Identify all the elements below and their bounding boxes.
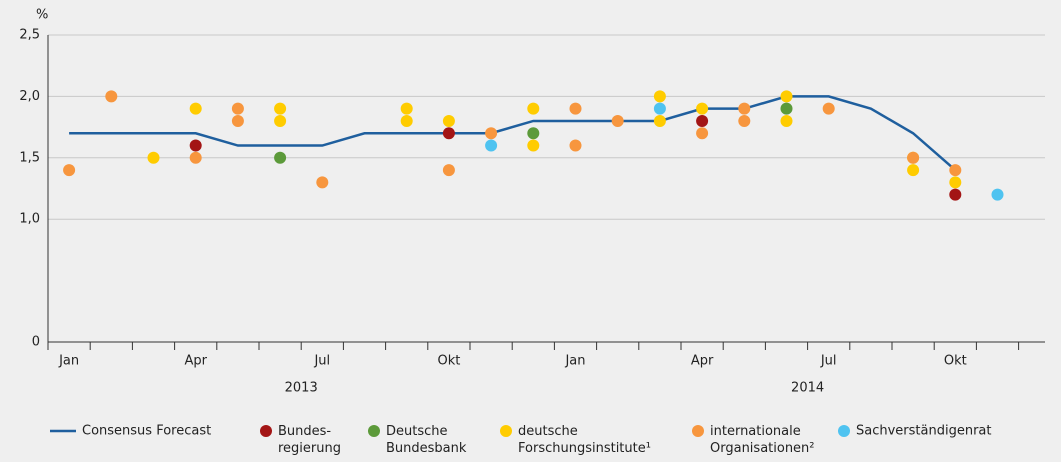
forecast-dot bbox=[653, 114, 666, 127]
forecast-dot bbox=[274, 151, 287, 164]
forecast-dot bbox=[696, 102, 709, 115]
forecast-dot bbox=[569, 139, 582, 152]
forecast-dot bbox=[231, 102, 244, 115]
forecast-dot bbox=[316, 176, 329, 189]
x-tick-label: Jan bbox=[564, 354, 585, 369]
forecast-dot bbox=[527, 139, 540, 152]
forecast-dot bbox=[485, 127, 498, 140]
forecast-dot bbox=[231, 114, 244, 127]
y-tick-label: 0 bbox=[32, 335, 40, 350]
legend-dot bbox=[368, 425, 380, 437]
forecast-dot bbox=[442, 114, 455, 127]
y-tick-label: 2,0 bbox=[19, 89, 40, 104]
forecast-dot bbox=[822, 102, 835, 115]
forecast-dot bbox=[400, 102, 413, 115]
legend-dot bbox=[260, 425, 272, 437]
y-tick-label: 2,5 bbox=[19, 28, 40, 43]
forecast-dot bbox=[780, 102, 793, 115]
forecast-dot bbox=[274, 114, 287, 127]
forecast-dot bbox=[696, 127, 709, 140]
legend-label: internationale Organisationen² bbox=[710, 424, 815, 456]
y-tick-label: 1,5 bbox=[19, 150, 40, 165]
x-tick-label: Jul bbox=[820, 354, 837, 369]
forecast-dot bbox=[527, 102, 540, 115]
x-tick-label: Apr bbox=[184, 354, 207, 369]
x-tick-label: Okt bbox=[437, 354, 460, 369]
x-tick-label: Apr bbox=[691, 354, 714, 369]
x-tick-label: Jul bbox=[313, 354, 330, 369]
forecast-dot bbox=[189, 151, 202, 164]
consensus-line bbox=[69, 95, 957, 172]
x-tick-label: Okt bbox=[944, 354, 967, 369]
forecast-dot bbox=[442, 164, 455, 177]
legend-label: Bundes-regierung bbox=[278, 424, 341, 456]
forecast-dot bbox=[696, 114, 709, 127]
legend-label: Consensus Forecast bbox=[82, 424, 211, 439]
year-label: 2014 bbox=[791, 381, 824, 396]
forecast-dot bbox=[189, 139, 202, 152]
forecast-dot bbox=[400, 114, 413, 127]
forecast-dot bbox=[653, 90, 666, 103]
forecast-dot bbox=[105, 90, 118, 103]
legend-label: Deutsche Bundesbank bbox=[386, 424, 467, 456]
forecast-dot bbox=[63, 164, 76, 177]
forecast-dot bbox=[569, 102, 582, 115]
forecast-dot bbox=[907, 164, 920, 177]
forecast-dot bbox=[527, 127, 540, 140]
legend-label: Sachverständigenrat bbox=[856, 424, 991, 439]
forecast-dot bbox=[189, 102, 202, 115]
x-tick-label: Jan bbox=[58, 354, 79, 369]
forecast-dot bbox=[738, 114, 751, 127]
forecast-dot bbox=[738, 102, 751, 115]
forecast-dot bbox=[274, 102, 287, 115]
forecast-dot bbox=[949, 164, 962, 177]
forecast-dot bbox=[485, 139, 498, 152]
legend-dot bbox=[500, 425, 512, 437]
forecast-dot bbox=[611, 114, 624, 127]
forecast-dot bbox=[780, 90, 793, 103]
forecast-dot bbox=[991, 188, 1004, 201]
forecast-dot bbox=[442, 127, 455, 140]
forecast-dot bbox=[907, 151, 920, 164]
forecast-dot bbox=[147, 151, 160, 164]
legend-dot bbox=[692, 425, 704, 437]
forecast-dot bbox=[949, 176, 962, 189]
y-tick-label: 1,0 bbox=[19, 212, 40, 227]
year-label: 2013 bbox=[285, 381, 318, 396]
legend-label: deutsche Forschungsinstitute¹ bbox=[518, 424, 651, 456]
forecast-dot bbox=[780, 114, 793, 127]
y-axis-label: % bbox=[36, 8, 48, 23]
forecast-dot bbox=[949, 188, 962, 201]
legend-dot bbox=[838, 425, 850, 437]
forecast-dot bbox=[653, 102, 666, 115]
